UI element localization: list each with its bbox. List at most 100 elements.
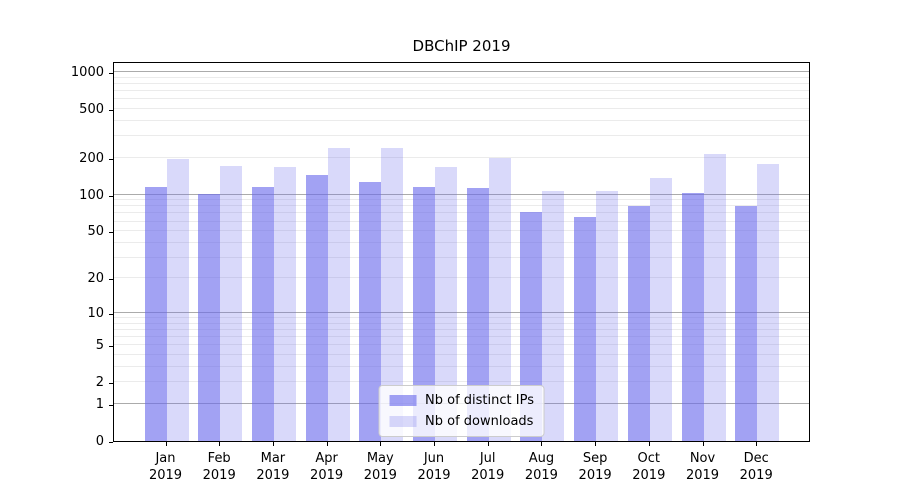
bar-ips-sep [574,216,597,441]
x-tick-label-jan: Jan 2019 [148,451,183,483]
minor-gridline-80 [114,205,809,207]
y-tick-mark-200 [109,158,113,160]
bar-ips-feb [198,194,221,441]
y-tick-mark-500 [109,110,113,111]
minor-gridline-9 [114,317,809,318]
x-tick-label-dec: Dec 2019 [739,451,773,483]
y-tick-mark-20 [109,279,113,281]
x-tick-label-aug: Aug 2019 [524,451,558,483]
y-tick-label-0: 0 [95,434,104,449]
minor-gridline-90 [114,199,809,201]
x-tick-label-oct: Oct 2019 [632,451,666,483]
minor-gridline-20 [114,277,809,279]
y-tick-mark-5 [109,346,113,348]
x-tick-label-feb: Feb 2019 [202,451,236,483]
minor-gridline-700 [114,90,809,92]
plot-area: Nb of distinct IPs Nb of downloads [113,62,810,442]
y-tick-label-50: 50 [87,224,104,239]
minor-gridline-30 [114,256,809,258]
minor-gridline-70 [114,212,809,214]
minor-gridline-4 [114,354,809,356]
x-tick-mark-sep [595,442,597,446]
x-tick-label-jul: Jul 2019 [471,451,505,483]
x-tick-mark-may [380,442,382,446]
minor-gridline-500 [114,108,809,109]
legend: Nb of distinct IPs Nb of downloads [378,385,545,437]
legend-entry-distinct-ips: Nb of distinct IPs [389,393,534,408]
y-tick-label-1: 1 [95,397,104,412]
y-tick-label-100: 100 [79,187,104,203]
bar-ips-jun [413,186,435,441]
legend-swatch-distinct-ips [389,395,417,406]
y-tick-label-1000: 1000 [70,65,104,81]
legend-label-downloads: Nb of downloads [425,414,534,429]
bar-ips-nov [681,192,704,441]
minor-gridline-8 [114,322,809,324]
minor-gridline-2 [114,381,809,383]
minor-gridline-5 [114,344,809,346]
bar-downloads-oct [649,178,672,441]
y-tick-label-500: 500 [79,102,104,117]
x-tick-label-nov: Nov 2019 [685,451,720,483]
minor-gridline-900 [114,76,809,78]
bar-downloads-jul [488,158,511,441]
minor-gridline-7 [114,329,809,330]
x-tick-label-mar: Mar 2019 [256,451,290,483]
y-tick-mark-10 [109,314,113,315]
minor-gridline-60 [114,220,809,222]
minor-gridline-600 [114,98,809,100]
minor-gridline-50 [114,230,809,231]
bar-ips-jan [144,186,167,441]
x-tick-label-apr: Apr 2019 [310,451,344,483]
minor-gridline-3 [114,366,809,367]
y-tick-mark-1 [109,405,113,406]
minor-gridline-200 [114,156,809,158]
major-gridline-10 [114,312,809,313]
y-tick-label-2: 2 [95,375,104,391]
bar-ips-aug [520,211,543,441]
legend-entry-downloads: Nb of downloads [389,414,534,429]
x-tick-label-may: May 2019 [363,451,397,483]
x-tick-mark-oct [648,442,650,446]
bar-ips-mar [251,186,274,441]
x-tick-mark-dec [756,442,758,446]
y-tick-mark-50 [109,232,113,233]
bar-downloads-dec [757,164,780,441]
bar-downloads-mar [273,167,296,441]
minor-gridline-6 [114,336,809,338]
x-tick-mark-aug [541,442,543,446]
minor-gridline-400 [114,119,809,121]
legend-label-distinct-ips: Nb of distinct IPs [425,393,534,408]
y-tick-label-5: 5 [95,338,104,354]
bar-downloads-nov [703,153,726,441]
chart-title: DBChIP 2019 [412,37,511,55]
y-tick-mark-1000 [109,73,113,75]
bar-downloads-sep [596,191,619,441]
minor-gridline-800 [114,83,809,84]
bar-ips-apr [305,174,328,441]
legend-swatch-downloads [389,416,417,427]
bar-downloads-feb [220,166,243,441]
bar-downloads-apr [327,148,350,441]
bar-downloads-jan [166,159,189,441]
x-tick-mark-nov [702,442,704,446]
x-tick-mark-jul [487,442,489,446]
bar-downloads-aug [542,191,565,441]
bar-downloads-may [381,148,404,441]
y-tick-mark-100 [109,195,113,197]
bar-ips-may [359,181,382,441]
minor-gridline-300 [114,135,809,137]
x-tick-mark-apr [326,442,328,446]
bar-ips-dec [735,206,758,441]
bar-downloads-jun [435,167,457,441]
x-tick-mark-jun [434,442,435,446]
x-tick-label-jun: Jun 2019 [417,451,451,483]
x-tick-mark-mar [272,442,274,446]
bar-ips-oct [627,205,650,441]
y-tick-mark-0 [109,442,113,443]
minor-gridline-40 [114,241,809,243]
x-tick-mark-jan [165,442,167,446]
bar-ips-jul [466,188,489,441]
major-gridline-1000 [114,71,809,73]
